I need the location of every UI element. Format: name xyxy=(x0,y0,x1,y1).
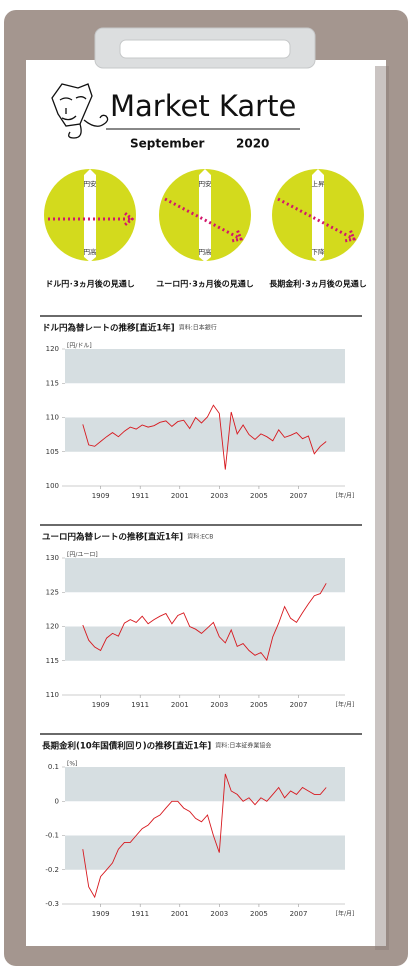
y-tick-label: 0.1 xyxy=(48,763,59,771)
indicator-top: 円安 xyxy=(84,179,98,188)
x-axis-label: [年/月] xyxy=(336,492,355,500)
indicator-bottom: 円高 xyxy=(84,247,98,256)
logo xyxy=(51,83,109,139)
band xyxy=(65,558,345,593)
y-tick-label: 115 xyxy=(46,379,59,387)
x-tick-label: 2001 xyxy=(171,910,189,918)
y-tick-label: 100 xyxy=(46,482,59,490)
x-tick-label: 2003 xyxy=(210,701,228,709)
y-tick-label: 115 xyxy=(46,657,59,665)
y-tick-label: 130 xyxy=(46,554,59,562)
x-axis-label: [年/月] xyxy=(336,910,355,918)
trend-arrow-head xyxy=(231,230,244,243)
data-line xyxy=(82,404,327,470)
chart-title: 長期金利(10年国債利回り)の推移[直近1年] xyxy=(42,741,211,752)
chart-source: 資料:日本証券業協会 xyxy=(215,742,271,750)
indicator-bar xyxy=(84,175,96,257)
y-tick-label: -0.2 xyxy=(45,866,59,874)
x-tick-label: 2005 xyxy=(250,910,268,918)
indicator-bar xyxy=(312,175,324,257)
x-tick-label: 2001 xyxy=(171,492,189,500)
x-tick-label: 2005 xyxy=(250,492,268,500)
indicator-top: 円安 xyxy=(199,179,213,188)
x-tick-label: 2003 xyxy=(210,910,228,918)
month: September xyxy=(130,137,204,151)
x-tick-label: 2007 xyxy=(290,701,308,709)
x-tick-label: 1909 xyxy=(92,910,110,918)
unit-label: [%] xyxy=(67,761,77,768)
chart-source: 資料:ECB xyxy=(187,533,213,541)
y-tick-label: 0 xyxy=(55,797,59,805)
data-line xyxy=(82,773,327,899)
x-tick-label: 1911 xyxy=(131,701,149,709)
trend-arrow xyxy=(277,197,355,241)
indicator-bottom: 円高 xyxy=(199,247,213,256)
band xyxy=(65,417,345,452)
title: Market Karte xyxy=(110,89,296,123)
x-tick-label: 2007 xyxy=(290,492,308,500)
y-tick-label: 120 xyxy=(46,623,59,631)
y-tick-label: 125 xyxy=(46,588,59,596)
x-tick-label: 2003 xyxy=(210,492,228,500)
band xyxy=(65,626,345,661)
x-tick-label: 1911 xyxy=(131,492,149,500)
x-tick-label: 2005 xyxy=(250,701,268,709)
x-tick-label: 1911 xyxy=(131,910,149,918)
indicator-top: 上昇 xyxy=(312,179,326,188)
indicator-bottom: 下降 xyxy=(312,247,326,256)
indicator-bar xyxy=(199,175,211,257)
year: 2020 xyxy=(236,137,269,151)
x-tick-label: 1909 xyxy=(92,701,110,709)
trend-arrow-head xyxy=(344,230,357,243)
x-tick-label: 2001 xyxy=(171,701,189,709)
y-tick-label: -0.3 xyxy=(45,900,59,908)
clip-hole xyxy=(119,39,291,59)
y-tick-label: -0.1 xyxy=(45,832,59,840)
data-line xyxy=(82,583,327,662)
x-tick-label: 2007 xyxy=(290,910,308,918)
band xyxy=(65,349,345,384)
trend-arrow-head xyxy=(124,212,135,226)
indicator-caption: ユーロ円･3ヵ月後の見通し xyxy=(156,279,254,289)
unit-label: [円/ドル] xyxy=(67,343,92,350)
y-tick-label: 110 xyxy=(46,691,59,699)
y-tick-label: 110 xyxy=(46,414,59,422)
y-tick-label: 120 xyxy=(46,345,59,353)
paper-shadow xyxy=(375,66,389,950)
indicator-caption: 長期金利･3ヵ月後の見通し xyxy=(269,279,367,289)
indicator-caption: ドル円･3ヵ月後の見通し xyxy=(45,279,135,289)
y-tick-label: 105 xyxy=(46,448,59,456)
band xyxy=(65,835,345,870)
unit-label: [円/ユーロ] xyxy=(67,552,98,559)
x-tick-label: 1909 xyxy=(92,492,110,500)
chart-title: ドル円為替レートの推移[直近1年] xyxy=(42,323,175,334)
band xyxy=(65,767,345,802)
chart-title: ユーロ円為替レートの推移[直近1年] xyxy=(42,532,183,543)
trend-arrow xyxy=(164,197,242,241)
chart-source: 資料:日本銀行 xyxy=(179,324,217,332)
x-axis-label: [年/月] xyxy=(336,701,355,709)
